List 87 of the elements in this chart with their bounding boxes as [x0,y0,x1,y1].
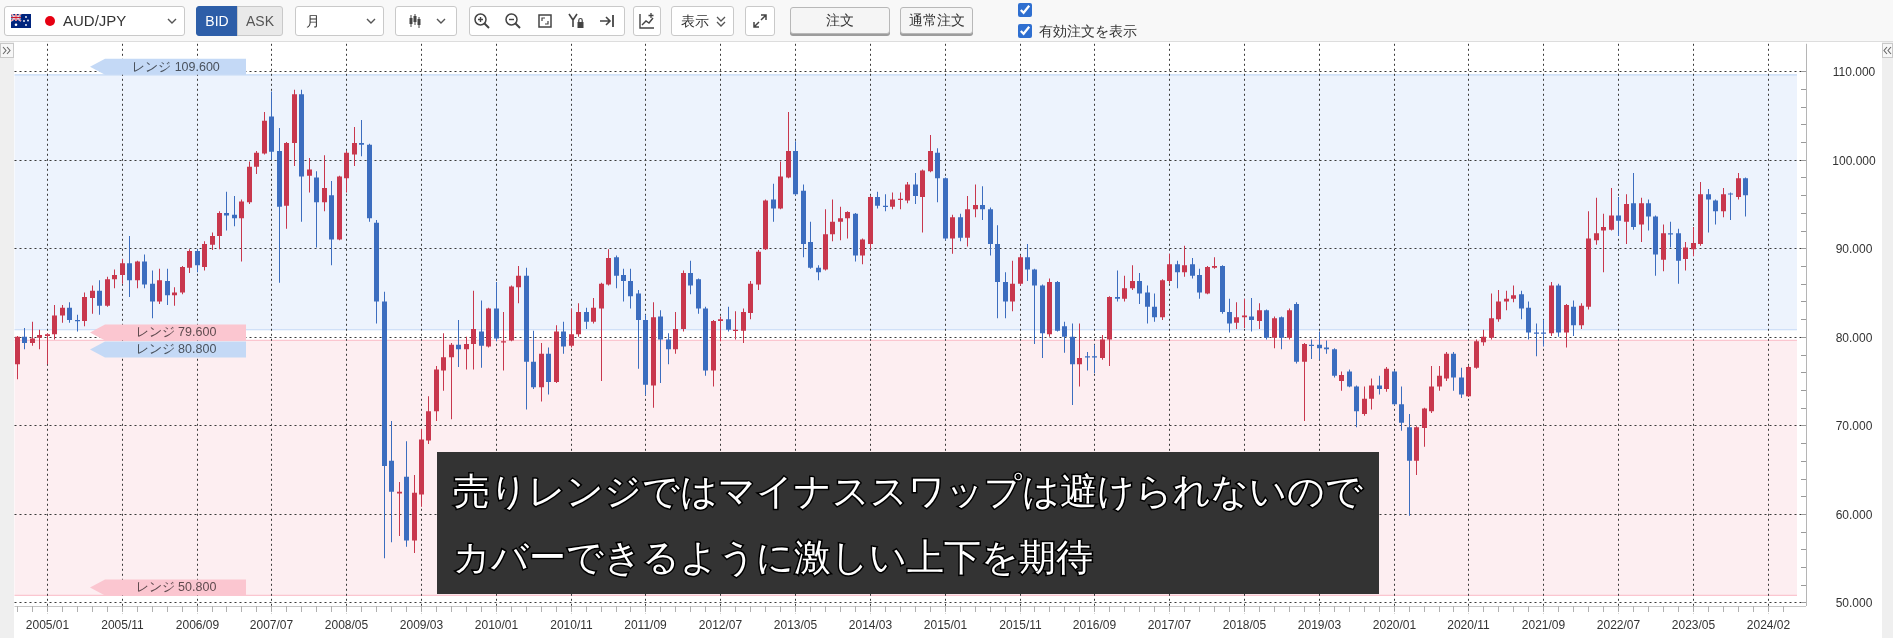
annotation: 売りレンジではマイナススワップは避けられないので [453,469,1363,513]
x-tick-label: 2015/01 [923,618,968,632]
x-tick-label: 2024/02 [1746,618,1791,632]
candlestick [1234,302,1239,329]
button: 注文 [790,7,890,34]
x-tick-label: 2020/11 [1447,618,1491,632]
candlestick [658,310,663,383]
candlestick [1309,339,1314,359]
annotation: カバーできるように激しい上下を期待 [453,535,1093,579]
candlestick [45,333,50,365]
x-tick-label: 2013/05 [773,618,818,632]
candlestick [845,211,850,239]
candlestick [37,329,42,350]
y-tick-label: 70.000 [1835,418,1873,433]
y-tick-label: 90.000 [1835,241,1873,256]
y-tick-label: 50.000 [1835,595,1873,610]
x-tick-label: 2010/01 [474,618,519,632]
candlestick [1601,213,1606,273]
y-tick-label: 100.000 [1832,153,1877,168]
candlestick [1302,343,1307,421]
toggle: ASK [237,6,283,36]
candlestick [501,312,506,371]
candlestick [1115,270,1120,302]
candlestick [733,311,738,340]
candlestick [718,316,723,342]
candlestick [1324,340,1329,354]
x-tick-label: 2005/01 [25,618,70,632]
x-tick-label: 2015/11 [999,618,1043,632]
toggle: BID [196,6,238,36]
x-tick-label: 2005/11 [101,618,145,632]
x-tick-label: 2010/11 [550,618,594,632]
range-tag: レンジ 50.800 [90,579,246,596]
x-tick-label: 2017/07 [1147,618,1192,632]
chart-title: AUD/JPY [63,11,127,31]
x-tick-label: 2016/09 [1072,618,1117,632]
ref-line-label: レンジ 80.800 [135,342,217,357]
x-tick-label: 2007/07 [249,618,294,632]
x-tick-label: 2018/05 [1222,618,1267,632]
candlestick [1249,297,1254,332]
y-tick-label: 80.000 [1835,330,1873,345]
y-tick-label: 110.000 [1832,64,1876,79]
candlestick [1032,268,1037,344]
x-tick-label: 2009/03 [399,618,444,632]
candlestick [397,482,402,537]
x-tick-label: 2019/03 [1297,618,1342,632]
x-tick-label: 2011/09 [624,618,668,632]
candlestick [1212,257,1217,269]
candlestick [1511,285,1516,303]
y-tick-label: 60.000 [1835,507,1873,522]
candlestick [464,336,469,370]
text: 有効注文を表示 [1039,23,1137,39]
candlestick [1025,243,1030,282]
ref-line-label: レンジ 109.600 [132,59,220,74]
candlestick [1706,189,1711,233]
candlestick [359,119,364,157]
x-tick-label: 2014/03 [848,618,893,632]
candlestick [883,194,888,212]
x-tick-label: 2021/09 [1521,618,1566,632]
button: 通常注文 [900,7,973,34]
candlestick [1092,344,1097,374]
candlestick [471,290,476,370]
range-tag: レンジ 80.800 [90,341,246,358]
x-tick-label: 2023/05 [1671,618,1716,632]
candlestick [75,314,80,332]
candlestick [224,191,229,231]
x-tick-label: 2006/09 [175,618,220,632]
candlestick [456,320,461,367]
x-tick-label: 2008/05 [324,618,369,632]
dropdown: 表示 [671,6,734,36]
candlestick [1668,221,1673,248]
dropdown: 月 [295,6,384,36]
candlestick [1085,351,1090,371]
range-tag: レンジ 79.600 [90,324,246,341]
candlestick [1077,323,1082,387]
ref-line-label: レンジ 50.800 [135,580,217,595]
candlestick [1534,323,1539,357]
candlestick [1594,197,1599,245]
candlestick [838,206,843,241]
x-tick-label: 2020/01 [1372,618,1417,632]
x-tick-label: 2012/07 [698,618,743,632]
ref-line-label: レンジ 79.600 [135,325,217,340]
candlestick [441,333,446,391]
candlestick [1541,320,1546,347]
candlestick [1728,192,1733,220]
candlestick [449,343,454,420]
x-tick-label: 2022/07 [1596,618,1641,632]
dropdown-symbol: AUD/JPY [4,6,185,36]
